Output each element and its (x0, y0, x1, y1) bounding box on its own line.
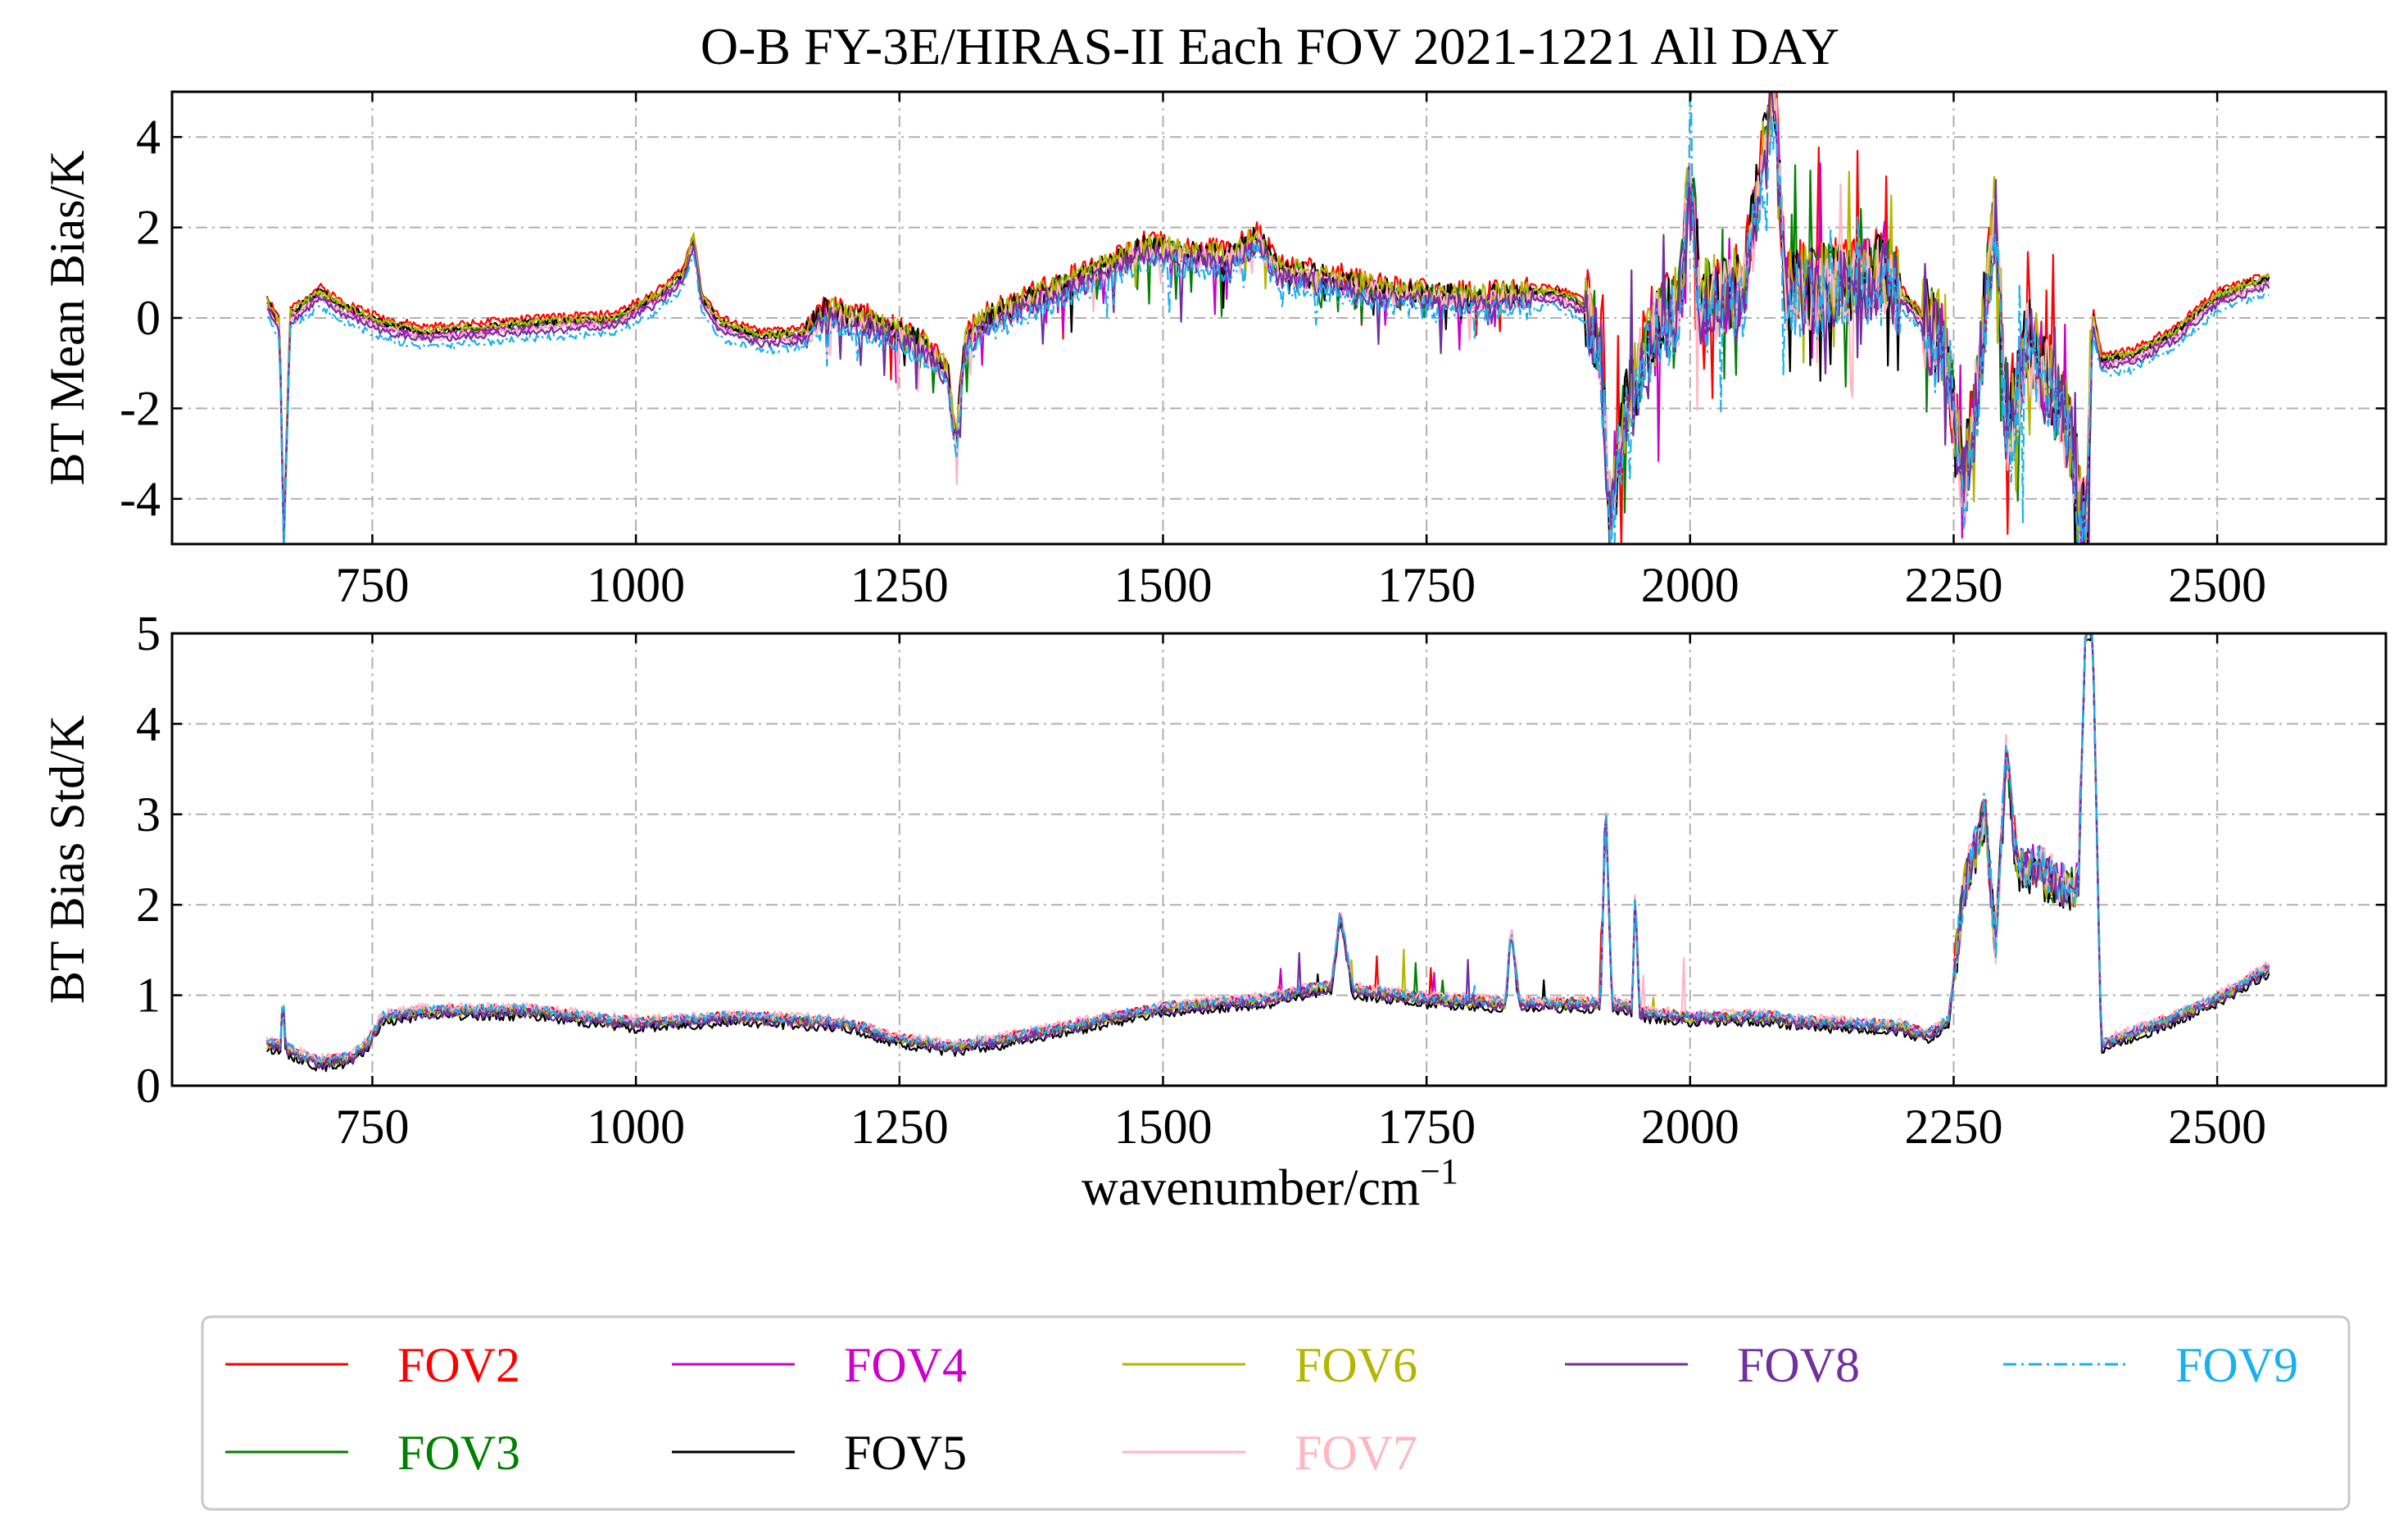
mean-bias-x-tick-label: 2500 (2168, 558, 2266, 612)
legend-label-fov9: FOV9 (2175, 1338, 2298, 1392)
legend-label-fov5: FOV5 (844, 1426, 967, 1480)
legend: FOV2 FOV4 FOV6 FOV8 FOV9 FOV3 FOV5 FOV7 (201, 1315, 2351, 1511)
mean-bias-y-tick-label: -4 (120, 472, 161, 526)
mean-bias-x-tick-label: 750 (335, 558, 409, 612)
mean-bias-panel: 750 1000 1250 1500 1750 2000 2250 2500 -4 -2 0 2 4 B… (40, 90, 2388, 612)
bias-std-ticks: 750 1000 1250 1500 1750 2000 2250 2500 0 1 2 3 4 5 (136, 606, 2386, 1154)
mean-bias-series-fov9 (266, 92, 2270, 544)
bias-std-y-tick-label: 1 (136, 969, 161, 1023)
mean-bias-y-tick-label: -2 (120, 381, 161, 435)
mean-bias-x-tick-label: 1000 (587, 558, 685, 612)
bias-std-y-tick-label: 0 (136, 1059, 161, 1113)
bias-std-plot-frame (170, 632, 2388, 1087)
bias-std-series (265, 633, 2270, 1073)
legend-label-fov6: FOV6 (1295, 1338, 1417, 1392)
mean-bias-x-tick-label: 2000 (1641, 558, 1739, 612)
legend-frame (201, 1315, 2351, 1511)
legend-label-fov7: FOV7 (1295, 1426, 1417, 1480)
bias-std-x-tick-label: 1000 (587, 1100, 685, 1154)
bias-std-y-tick-label: 5 (136, 606, 161, 660)
bias-std-x-tick-label: 1500 (1113, 1100, 1212, 1154)
legend-label-fov2: FOV2 (397, 1338, 520, 1392)
bias-std-x-tick-label: 2250 (1904, 1100, 2002, 1154)
bias-std-series-fov8 (266, 633, 2270, 1069)
mean-bias-series-fov3 (265, 92, 2270, 544)
bias-std-y-tick-label: 4 (136, 696, 161, 751)
chart-title: O-B FY-3E/HIRAS-II Each FOV 2021-1221 Al… (701, 17, 1839, 75)
bias-std-x-tick-label: 2000 (1641, 1100, 1739, 1154)
bias-std-x-tick-label: 1250 (850, 1100, 949, 1154)
mean-bias-y-tick-label: 4 (136, 110, 161, 164)
mean-bias-ticks: 750 1000 1250 1500 1750 2000 2250 2500 -4 -2 0 2 4 (120, 92, 2386, 612)
mean-bias-x-tick-label: 1250 (850, 558, 949, 612)
legend-label-fov4: FOV4 (844, 1338, 967, 1392)
bias-std-series-fov9 (266, 633, 2270, 1064)
bias-std-x-tick-label: 750 (335, 1100, 409, 1154)
mean-bias-series (265, 92, 2270, 544)
bias-std-series-fov4 (265, 633, 2270, 1065)
mean-bias-y-tick-label: 2 (136, 201, 161, 255)
bias-std-x-tick-label: 1750 (1377, 1100, 1476, 1154)
legend-label-fov8: FOV8 (1737, 1338, 1860, 1392)
mean-bias-y-tick-label: 0 (136, 291, 161, 345)
mean-bias-y-axis-label: BT Mean Bias/K (40, 151, 94, 486)
bias-std-y-tick-label: 3 (136, 787, 161, 842)
mean-bias-x-tick-label: 1500 (1113, 558, 1212, 612)
bias-std-y-tick-label: 2 (136, 878, 161, 932)
x-axis-label: wavenumber/cm−1 (1082, 1151, 1458, 1216)
bias-std-y-axis-label: BT Bias Std/K (40, 715, 94, 1004)
mean-bias-x-tick-label: 1750 (1377, 558, 1476, 612)
bias-std-grid (172, 633, 2386, 1087)
x-axis-label-base: wavenumber/cm (1082, 1160, 1420, 1216)
x-axis-label-exponent: −1 (1420, 1151, 1458, 1191)
mean-bias-x-tick-label: 2250 (1904, 558, 2002, 612)
bias-std-panel: 750 1000 1250 1500 1750 2000 2250 2500 0 1 2 3 4 5 BT… (40, 606, 2388, 1154)
bias-std-x-tick-label: 2500 (2168, 1100, 2266, 1154)
legend-label-fov3: FOV3 (397, 1426, 520, 1480)
